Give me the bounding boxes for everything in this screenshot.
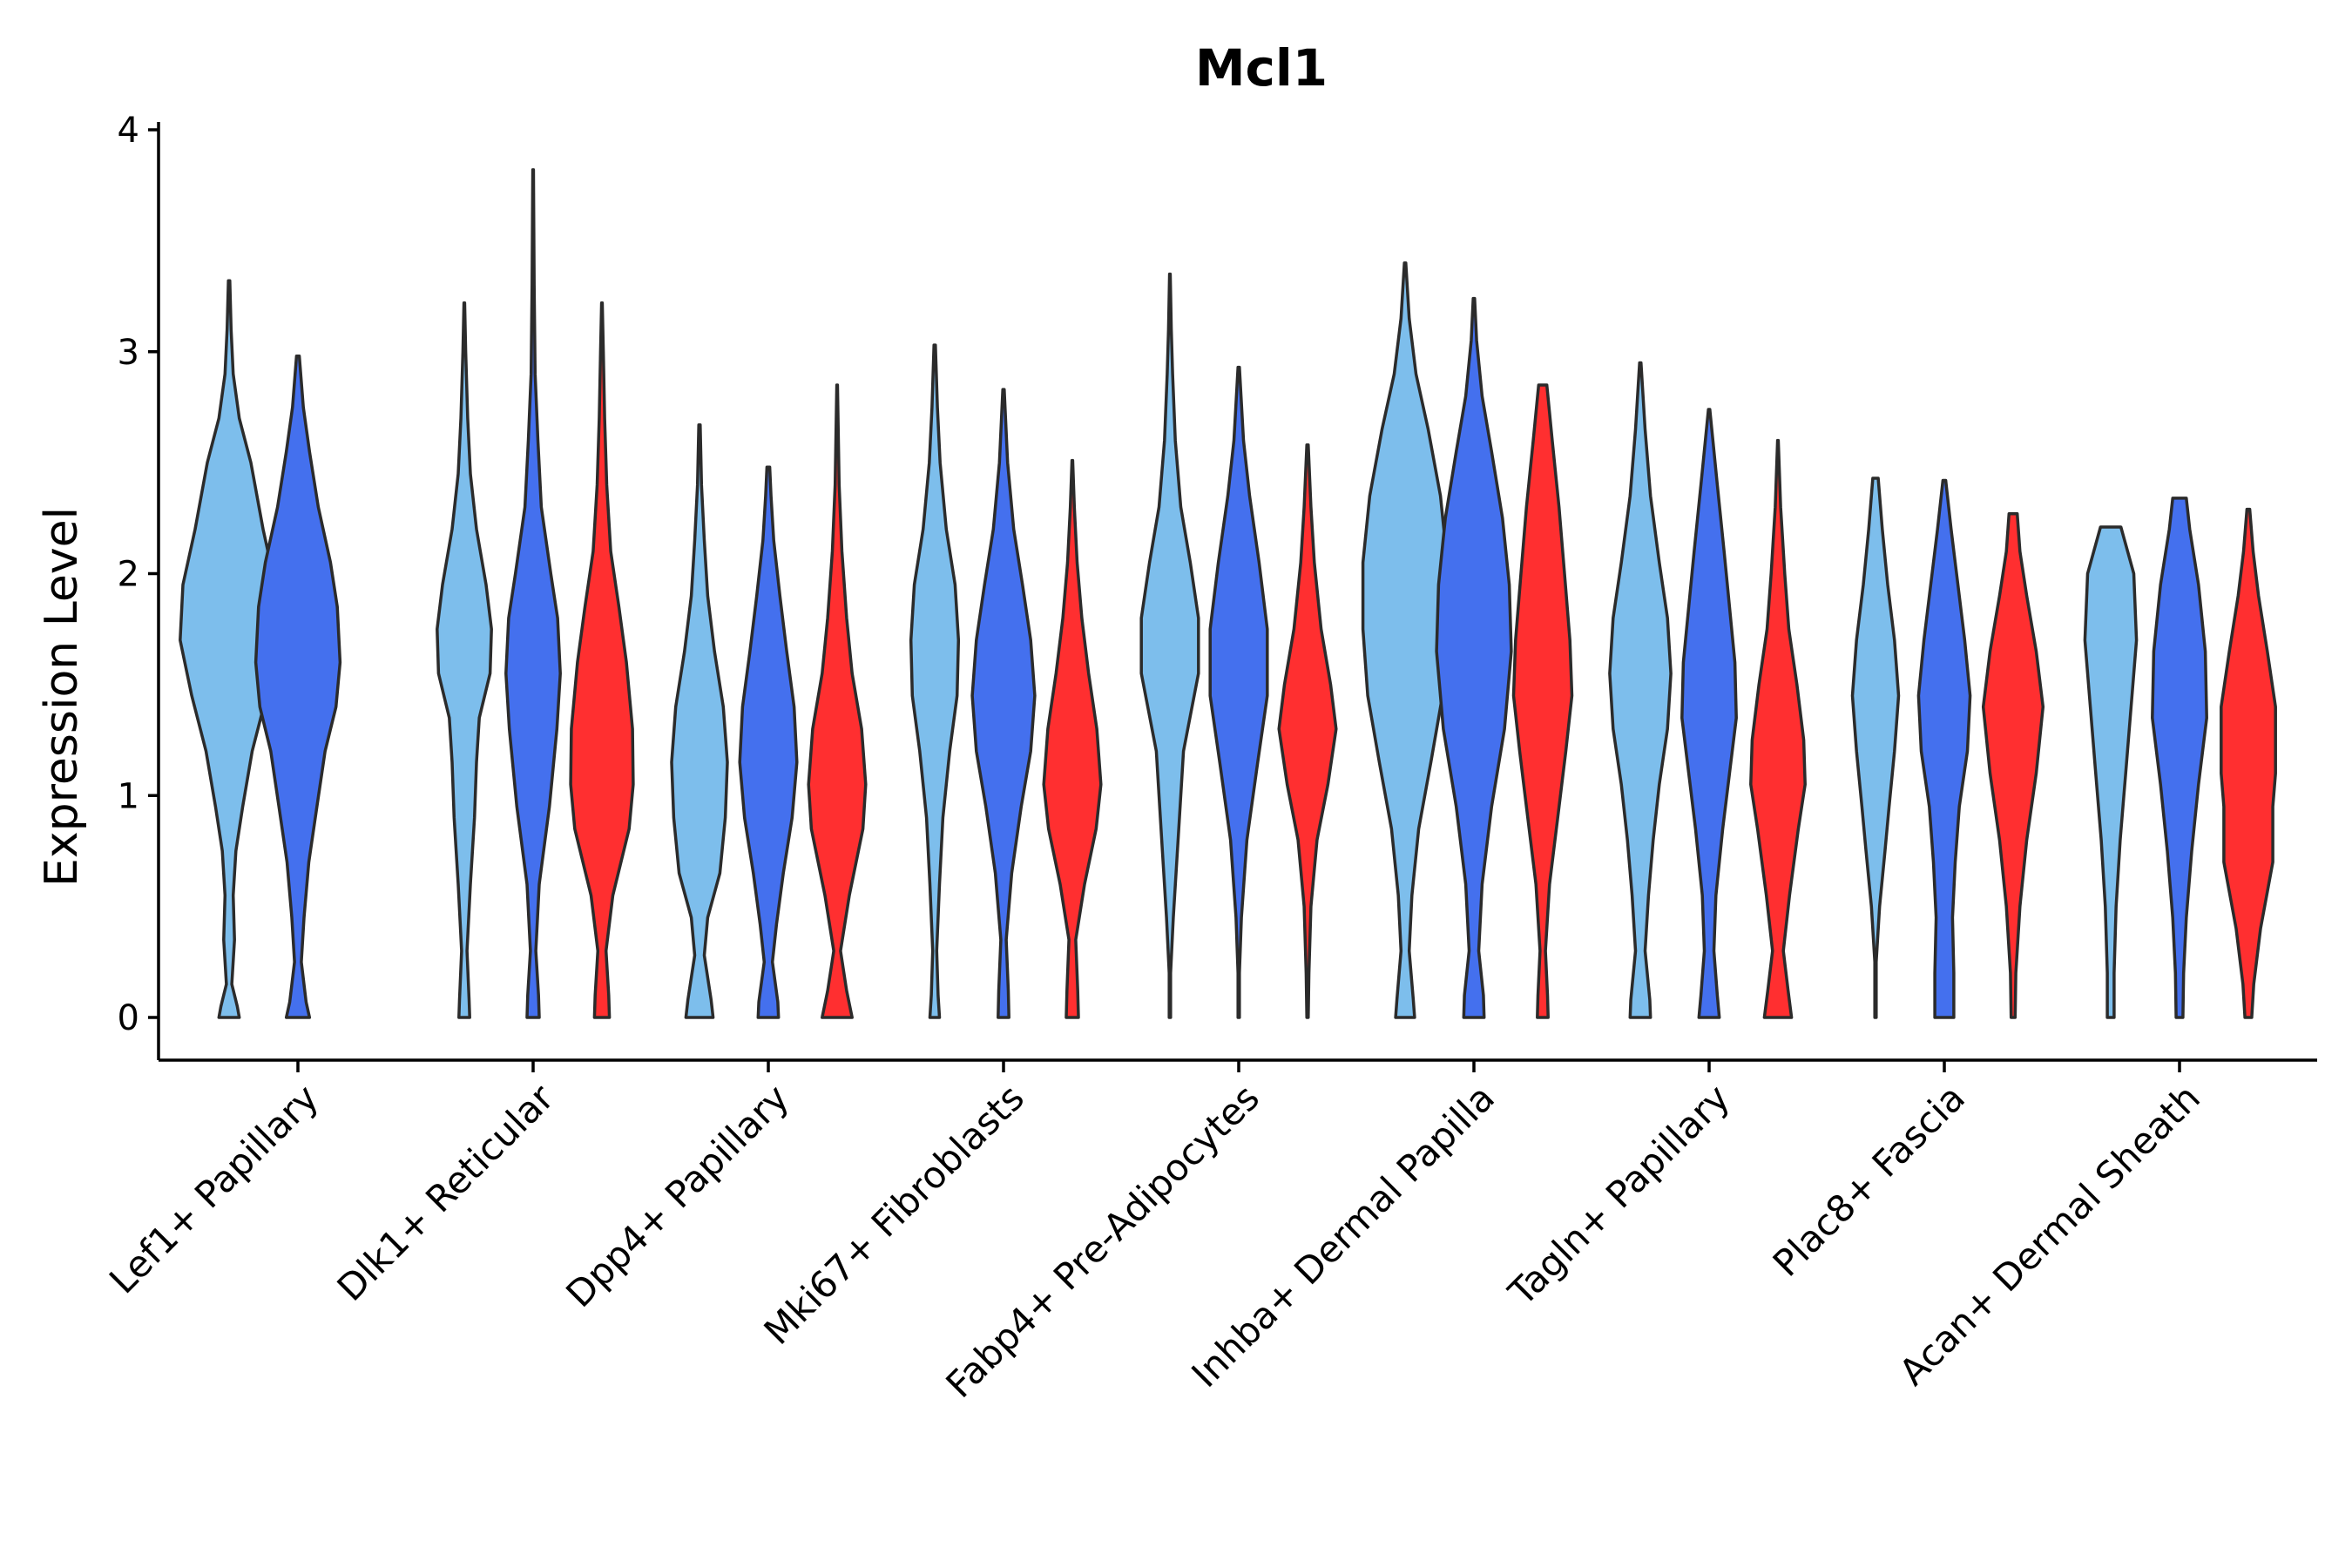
x-tick-label-3: Mki67+ Fibroblasts: [756, 1076, 1032, 1352]
x-tick-label-7: Plac8+ Fascia: [1765, 1076, 1973, 1284]
x-tick-label-1: Dlk1+ Reticular: [329, 1076, 563, 1309]
violin-7: [807, 383, 868, 1019]
violin-2: [436, 301, 493, 1019]
violin-16: [1511, 383, 1574, 1019]
violin-14: [1361, 261, 1450, 1019]
violin-9: [970, 388, 1037, 1019]
violin-13: [1277, 443, 1338, 1019]
violin-15: [1435, 296, 1513, 1019]
axes-layer: 0 1 2 3 4 Lef1+ Papillary Dlk1+ ReticularDpp4+…: [101, 111, 2317, 1406]
violin-17: [1608, 361, 1673, 1019]
violin-25: [2220, 507, 2277, 1019]
violin-8: [909, 343, 961, 1019]
violin-5: [670, 423, 729, 1019]
y-tick-label-1: 1: [118, 776, 139, 816]
y-tick-label-3: 3: [118, 333, 139, 373]
violin-11: [1139, 272, 1200, 1019]
y-axis-label: Expression Level: [36, 507, 88, 887]
violin-10: [1042, 458, 1103, 1019]
violin-1: [253, 355, 342, 1019]
x-tick-label-6: Tagln+ Papillary: [1500, 1076, 1738, 1314]
y-tick-label-0: 0: [118, 998, 139, 1038]
violin-19: [1749, 438, 1807, 1019]
violin-6: [738, 465, 799, 1019]
violin-4: [569, 301, 635, 1019]
chart-title: Mcl1: [1195, 38, 1328, 98]
violin-12: [1208, 365, 1269, 1019]
violin-0: [179, 279, 280, 1019]
x-tick-label-2: Dpp4+ Papillary: [558, 1076, 797, 1315]
y-tick-label-4: 4: [118, 111, 139, 151]
violin-21: [1916, 478, 1972, 1019]
violin-3: [504, 168, 562, 1019]
x-tick-label-0: Lef1+ Papillary: [101, 1076, 327, 1301]
violin-20: [1850, 476, 1901, 1019]
violin-22: [1981, 511, 2045, 1019]
violin-24: [2151, 497, 2208, 1019]
violins-layer: [179, 168, 2277, 1019]
y-tick-label-2: 2: [118, 555, 139, 595]
violin-18: [1680, 408, 1738, 1019]
violin-23: [2083, 525, 2139, 1019]
